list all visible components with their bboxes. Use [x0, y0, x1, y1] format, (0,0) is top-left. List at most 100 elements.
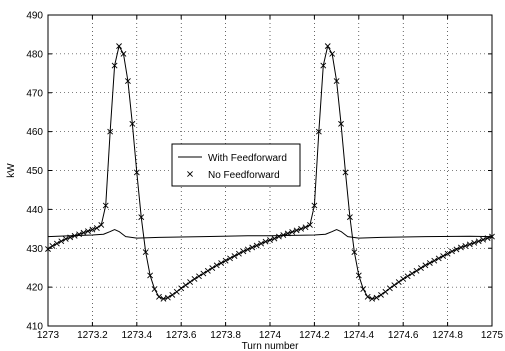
data-point-no-feedforward	[200, 270, 207, 277]
data-point-no-feedforward	[111, 62, 118, 69]
data-point-no-feedforward	[444, 250, 451, 257]
data-point-no-feedforward	[209, 265, 216, 271]
data-point-no-feedforward	[307, 222, 313, 228]
y-tick-label: 440	[26, 205, 43, 216]
data-point-no-feedforward	[453, 246, 460, 253]
data-point-no-feedforward	[169, 291, 176, 298]
data-point-no-feedforward	[298, 225, 304, 232]
legend-box	[171, 143, 301, 187]
legend-swatch-no-feedforward	[187, 171, 193, 177]
data-point-no-feedforward	[391, 282, 398, 289]
x-tick-label: 1274.2	[299, 330, 330, 341]
data-point-no-feedforward	[280, 232, 287, 238]
data-point-no-feedforward	[80, 229, 87, 236]
x-tick-label: 1273.2	[77, 330, 108, 341]
data-point-no-feedforward	[484, 235, 491, 242]
data-point-no-feedforward	[360, 286, 367, 292]
y-tick-label: 430	[26, 244, 43, 255]
y-tick-label: 470	[26, 88, 43, 99]
data-point-no-feedforward	[275, 233, 282, 240]
y-tick-label: 420	[26, 283, 43, 294]
data-point-no-feedforward	[93, 225, 100, 231]
data-point-no-feedforward	[462, 242, 469, 249]
data-point-no-feedforward	[289, 229, 296, 235]
data-point-no-feedforward	[284, 230, 291, 237]
data-point-no-feedforward	[378, 291, 384, 298]
y-tick-label: 490	[26, 11, 43, 22]
y-axis-label: kW	[6, 163, 17, 178]
legend-entry-no-feedforward: No Feedforward	[208, 170, 280, 181]
x-tick-label: 1273.6	[166, 330, 197, 341]
legend-marker-x	[187, 171, 193, 177]
data-point-no-feedforward	[329, 50, 336, 57]
x-axis-label: Turn number	[242, 341, 300, 351]
data-point-no-feedforward	[156, 293, 162, 300]
data-point-no-feedforward	[262, 238, 269, 245]
data-point-no-feedforward	[253, 242, 260, 249]
data-point-no-feedforward	[218, 260, 225, 266]
data-point-no-feedforward	[187, 279, 193, 285]
data-point-no-feedforward	[431, 257, 438, 264]
data-point-no-feedforward	[178, 285, 185, 292]
data-point-no-feedforward	[182, 282, 189, 289]
data-point-no-feedforward	[133, 169, 140, 176]
data-point-no-feedforward	[373, 294, 380, 301]
data-point-no-feedforward	[76, 231, 82, 238]
data-point-no-feedforward	[400, 276, 407, 282]
series-line-0	[47, 229, 493, 239]
data-point-no-feedforward	[293, 227, 300, 234]
data-point-no-feedforward	[324, 43, 331, 50]
data-point-no-feedforward	[164, 294, 171, 301]
data-point-no-feedforward	[67, 234, 74, 241]
data-point-no-feedforward	[404, 273, 411, 280]
data-point-no-feedforward	[213, 262, 220, 269]
x-tick-label: 1273.8	[210, 330, 241, 341]
data-point-no-feedforward	[458, 244, 464, 251]
data-point-no-feedforward	[62, 236, 69, 242]
data-point-no-feedforward	[271, 235, 278, 242]
data-point-no-feedforward	[129, 120, 136, 127]
data-point-no-feedforward	[413, 267, 420, 274]
data-point-no-feedforward	[426, 260, 433, 266]
data-point-no-feedforward	[418, 265, 424, 271]
data-point-no-feedforward	[222, 257, 229, 264]
data-point-no-feedforward	[102, 202, 109, 209]
axis-tick-labels: 1273 1273.2 1273.4 1273.6 1273.8 1274 1274.2 12…	[26, 11, 503, 342]
data-point-no-feedforward	[204, 267, 211, 274]
data-point-no-feedforward	[355, 272, 362, 279]
data-point-no-feedforward	[191, 276, 198, 282]
x-tick-label: 1274.8	[432, 330, 463, 341]
legend-entry-with-feedforward: With Feedforward	[208, 153, 287, 164]
data-point-no-feedforward	[382, 288, 389, 295]
data-point-no-feedforward	[116, 43, 122, 50]
data-point-no-feedforward	[258, 240, 265, 247]
series-group	[45, 43, 495, 302]
data-point-no-feedforward	[151, 286, 158, 292]
data-point-no-feedforward	[196, 273, 202, 280]
data-point-no-feedforward	[480, 236, 487, 243]
y-tick-label: 460	[26, 127, 43, 138]
data-point-no-feedforward	[471, 239, 478, 246]
data-point-no-feedforward	[466, 241, 473, 248]
data-point-no-feedforward	[338, 120, 344, 127]
data-point-no-feedforward	[409, 270, 415, 277]
data-point-no-feedforward	[386, 285, 393, 292]
data-point-no-feedforward	[364, 293, 371, 300]
data-point-no-feedforward	[302, 224, 309, 231]
y-tick-label: 480	[26, 49, 43, 60]
data-point-no-feedforward	[227, 255, 233, 262]
data-point-no-feedforward	[422, 262, 429, 269]
data-point-no-feedforward	[395, 279, 402, 285]
data-point-no-feedforward	[347, 214, 353, 221]
data-point-no-feedforward	[98, 222, 105, 228]
data-point-no-feedforward	[231, 253, 238, 259]
data-point-no-feedforward	[351, 249, 358, 256]
data-point-no-feedforward	[120, 50, 127, 57]
data-point-no-feedforward	[71, 232, 78, 239]
y-tick-label: 450	[26, 166, 43, 177]
data-point-no-feedforward	[236, 250, 242, 257]
data-point-no-feedforward	[315, 128, 322, 135]
data-point-no-feedforward	[49, 242, 56, 249]
x-tick-label: 1273	[37, 330, 60, 341]
